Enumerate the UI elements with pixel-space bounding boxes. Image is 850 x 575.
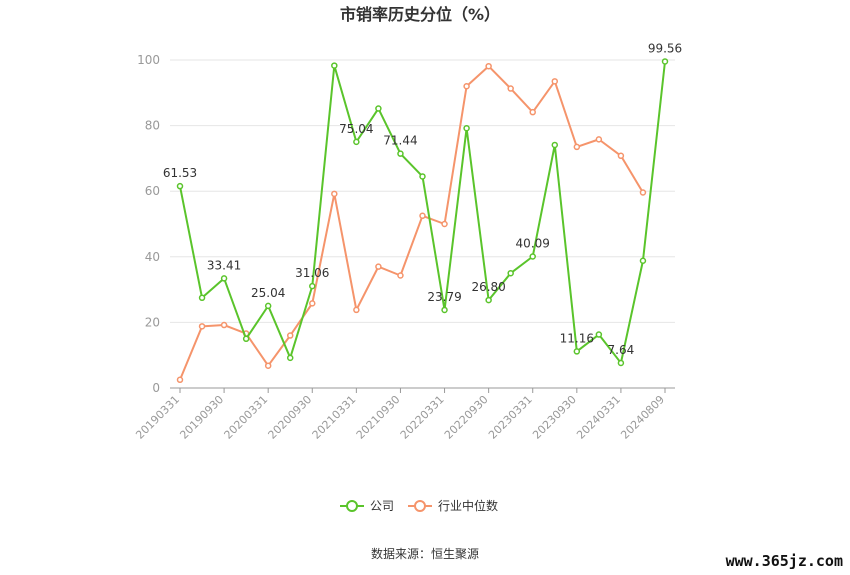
- data-point-0[interactable]: [331, 62, 338, 69]
- data-point-0[interactable]: [242, 335, 250, 343]
- x-tick-label: 20230331: [486, 393, 535, 442]
- data-label: 61.53: [163, 166, 197, 180]
- x-tick-label: 20230930: [530, 393, 579, 442]
- x-tick-label: 20240331: [574, 393, 623, 442]
- data-point-0[interactable]: [264, 302, 272, 310]
- data-point-0[interactable]: [573, 348, 581, 355]
- watermark: www.365jz.com: [726, 552, 843, 570]
- y-tick-label: 60: [145, 184, 160, 198]
- data-point-0[interactable]: [309, 282, 316, 290]
- legend-label: 公司: [370, 499, 394, 513]
- x-tick-label: 20220930: [442, 393, 491, 442]
- data-label: 25.04: [251, 286, 285, 300]
- data-point-1[interactable]: [485, 62, 492, 70]
- data-point-0[interactable]: [485, 296, 492, 304]
- legend-marker-icon: [346, 500, 358, 512]
- data-point-0[interactable]: [375, 105, 382, 112]
- data-point-1[interactable]: [375, 263, 382, 270]
- data-point-1[interactable]: [397, 272, 404, 279]
- data-point-0[interactable]: [463, 124, 470, 132]
- series-line-0: [179, 61, 666, 364]
- data-labels: 61.53 33.41 25.04 31.06 75.04 71.44 23.79 26.80…: [163, 41, 682, 356]
- data-point-1[interactable]: [331, 190, 338, 198]
- axes: 0 20 40 60 80 100 2019033120190930202003312020…: [133, 53, 675, 442]
- data-point-1[interactable]: [309, 300, 316, 307]
- data-label: 33.41: [207, 258, 241, 272]
- x-tick-label: 20200331: [222, 393, 271, 442]
- data-label: 26.80: [471, 280, 505, 294]
- data-point-0[interactable]: [220, 275, 228, 282]
- series-line-1: [179, 65, 644, 381]
- data-point-1[interactable]: [419, 212, 426, 220]
- data-label: 11.16: [560, 331, 594, 345]
- data-point-1[interactable]: [507, 85, 514, 92]
- data-point-1[interactable]: [551, 78, 559, 85]
- data-point-0[interactable]: [551, 141, 559, 149]
- chart-title: 市销率历史分位（%）: [340, 5, 500, 24]
- legend-item-0[interactable]: 公司: [340, 499, 394, 513]
- legend[interactable]: 公司 行业中位数: [340, 498, 498, 513]
- data-point-0[interactable]: [286, 354, 294, 362]
- data-label: 75.04: [339, 122, 373, 136]
- data-point-1[interactable]: [198, 323, 206, 330]
- data-point-1[interactable]: [463, 82, 470, 90]
- data-point-0[interactable]: [639, 257, 647, 264]
- series-layer: [176, 58, 669, 384]
- data-point-1[interactable]: [441, 220, 448, 228]
- data-point-0[interactable]: [595, 331, 603, 338]
- data-label: 99.56: [648, 41, 682, 55]
- data-point-0[interactable]: [176, 182, 184, 190]
- x-tick-label: 20200930: [266, 393, 315, 442]
- data-label: 71.44: [383, 134, 417, 148]
- x-tick-label: 20210331: [310, 393, 359, 442]
- data-point-1[interactable]: [176, 376, 184, 384]
- data-point-1[interactable]: [617, 152, 625, 160]
- data-point-0[interactable]: [617, 359, 625, 367]
- data-point-0[interactable]: [419, 173, 426, 180]
- data-point-1[interactable]: [573, 143, 581, 151]
- x-tick-label: 20190331: [133, 393, 182, 442]
- data-point-0[interactable]: [198, 294, 206, 302]
- data-point-1[interactable]: [220, 321, 228, 329]
- data-label: 31.06: [295, 266, 329, 280]
- data-point-0[interactable]: [507, 269, 514, 277]
- legend-marker-icon: [414, 500, 426, 512]
- x-tick-label: 20190930: [177, 393, 226, 442]
- data-point-1[interactable]: [529, 108, 536, 116]
- grid: [170, 59, 675, 323]
- y-tick-label: 0: [152, 381, 160, 395]
- data-point-1[interactable]: [595, 136, 603, 143]
- data-point-0[interactable]: [529, 253, 536, 260]
- y-tick-label: 80: [145, 119, 160, 133]
- x-tick-label: 20210930: [354, 393, 403, 442]
- data-label: 7.64: [608, 343, 635, 357]
- data-point-1[interactable]: [353, 306, 360, 314]
- data-label: 23.79: [427, 290, 461, 304]
- data-point-1[interactable]: [286, 332, 294, 339]
- data-point-0[interactable]: [353, 138, 360, 146]
- y-tick-label: 100: [137, 53, 160, 67]
- data-point-0[interactable]: [441, 306, 448, 314]
- data-point-0[interactable]: [397, 150, 404, 157]
- source-note: 数据来源：恒生聚源: [371, 546, 479, 561]
- data-label: 40.09: [516, 237, 550, 251]
- data-point-0[interactable]: [661, 58, 669, 65]
- x-tick-label: 20220331: [398, 393, 447, 442]
- y-tick-label: 40: [145, 250, 160, 264]
- legend-item-1[interactable]: 行业中位数: [408, 498, 498, 513]
- y-tick-label: 20: [145, 315, 160, 329]
- data-point-1[interactable]: [639, 189, 647, 196]
- x-tick-label: 20240809: [618, 393, 667, 442]
- legend-label: 行业中位数: [438, 498, 498, 513]
- data-point-1[interactable]: [264, 362, 272, 369]
